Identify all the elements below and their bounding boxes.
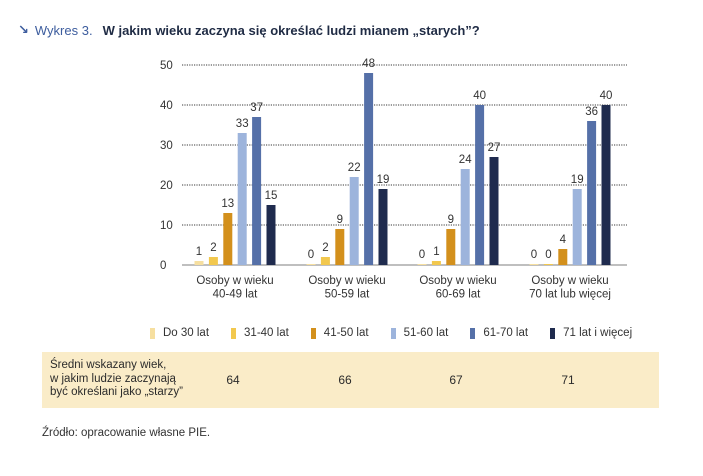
bar (529, 264, 539, 265)
y-tick-label: 10 (160, 220, 173, 232)
data-label: 0 (419, 249, 425, 261)
source-note: Źródło: opracowanie własne PIE. (42, 427, 211, 439)
data-label: 4 (560, 234, 567, 246)
data-label: 36 (585, 106, 598, 118)
legend-swatch (310, 327, 316, 339)
data-label: 27 (488, 142, 501, 154)
bar (378, 189, 388, 265)
legend-item: 71 lat i więcej (550, 327, 632, 339)
data-label: 9 (337, 214, 343, 226)
x-tick-label: 60-69 lat (436, 289, 482, 301)
legend-item: 61-70 lat (470, 327, 528, 339)
bar (431, 261, 441, 265)
average-age-value: 71 (561, 373, 575, 387)
x-tick-label: Osoby w wieku (531, 275, 608, 287)
x-tick-label: 40-49 lat (213, 289, 259, 301)
legend-label: 41-50 lat (323, 327, 369, 339)
data-label: 1 (433, 246, 439, 258)
bar (364, 73, 374, 265)
data-label: 0 (545, 249, 551, 261)
bar (349, 177, 359, 265)
legend-swatch (150, 327, 155, 339)
x-tick-label: 50-59 lat (325, 289, 371, 301)
legend-item: 41-50 lat (310, 327, 369, 339)
x-tick-label: Osoby w wieku (419, 275, 496, 287)
average-age-value: 66 (338, 373, 352, 387)
x-tick-label: Osoby w wieku (308, 275, 385, 287)
legend-label: 51-60 lat (403, 327, 449, 339)
bar (306, 264, 316, 265)
x-tick-label: 70 lat lub więcej (529, 289, 611, 301)
average-age-value: 64 (226, 373, 240, 387)
data-label: 2 (322, 242, 328, 254)
chart-title: W jakim wieku zaczyna się określać ludzi… (102, 22, 480, 38)
legend-swatch (550, 327, 556, 339)
y-tick-label: 50 (160, 60, 173, 72)
legend-item: 51-60 lat (390, 327, 449, 339)
chart-legend: Do 30 lat 31-40 lat 41-50 lat 51-60 lat 61-7… (150, 327, 654, 339)
average-age-value: 67 (449, 373, 463, 387)
data-label: 13 (221, 198, 234, 210)
chart-number: Wykres 3. (34, 22, 93, 38)
data-label: 9 (448, 214, 454, 226)
bar (237, 133, 247, 265)
data-label: 24 (459, 154, 472, 166)
legend-label: 61-70 lat (483, 327, 529, 339)
average-age-label-line: w jakim ludzie zaczynają (50, 372, 176, 385)
average-age-label: Średni wskazany wiek, w jakim ludzie zac… (50, 359, 183, 400)
data-label: 0 (308, 249, 314, 261)
data-label: 19 (571, 174, 584, 186)
legend-swatch (390, 327, 396, 339)
data-label: 2 (210, 242, 216, 254)
x-tick-label: Osoby w wieku (196, 275, 273, 287)
y-tick-label: 40 (160, 100, 173, 112)
chart-header: ↘ Wykres 3. W jakim wieku zaczyna się ok… (18, 22, 480, 38)
data-label: 40 (473, 90, 486, 102)
average-age-label-line: Średni wskazany wiek, (50, 359, 167, 371)
data-label: 48 (362, 58, 375, 70)
bar (223, 213, 233, 265)
average-age-label-line: być określani jako „starzy” (50, 386, 183, 398)
y-tick-label: 0 (160, 260, 166, 272)
bar (446, 229, 456, 265)
bar (320, 257, 330, 265)
y-tick-label: 30 (160, 140, 173, 152)
data-label: 19 (377, 174, 390, 186)
legend-item: 31-40 lat (231, 327, 289, 339)
bar (572, 189, 582, 265)
bar (266, 205, 276, 265)
y-tick-label: 20 (160, 180, 173, 192)
data-label: 37 (250, 102, 263, 114)
bar (543, 264, 553, 265)
data-label: 15 (265, 190, 278, 202)
legend-swatch (231, 327, 237, 339)
legend-item: Do 30 lat (150, 327, 209, 339)
legend-label: 31-40 lat (244, 327, 289, 339)
bar (558, 249, 568, 265)
bar (417, 264, 427, 265)
bar (460, 169, 470, 265)
data-label: 40 (600, 90, 613, 102)
bar (335, 229, 345, 265)
bar (601, 105, 611, 265)
data-label: 0 (531, 249, 537, 261)
data-label: 22 (348, 162, 361, 174)
bar (475, 105, 485, 265)
average-age-row: Średni wskazany wiek, w jakim ludzie zac… (42, 352, 659, 408)
data-label: 33 (236, 118, 249, 130)
data-label: 1 (196, 246, 202, 258)
bar (252, 117, 262, 265)
bar (489, 157, 499, 265)
legend-label: 71 lat i więcej (563, 327, 633, 339)
legend-label: Do 30 lat (163, 327, 210, 339)
bar (194, 261, 204, 265)
bar (587, 121, 597, 265)
bar (208, 257, 218, 265)
arrow-down-right-icon: ↘ (18, 22, 29, 37)
legend-swatch (470, 327, 476, 339)
